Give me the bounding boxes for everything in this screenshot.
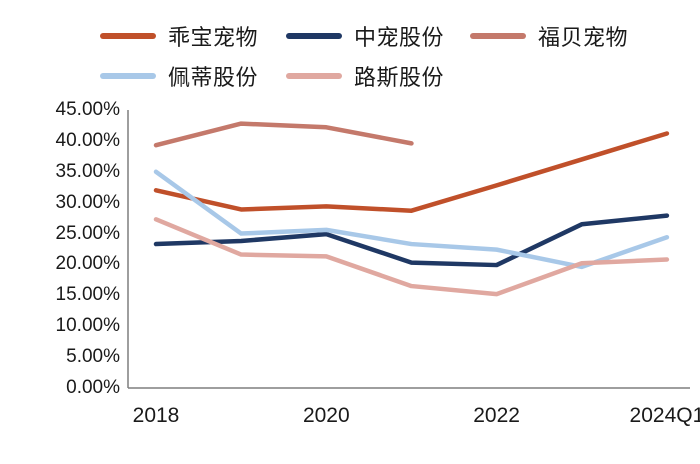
y-tick-label: 40.00%	[55, 129, 120, 151]
y-axis-labels: 0.00% 5.00% 10.00% 15.00% 20.00% 25.00% 30.00%…	[0, 99, 128, 398]
x-axis-labels: 2018 2020 2022 2024Q1	[0, 388, 700, 448]
x-tick-label: 2022	[473, 404, 520, 427]
series-line-2	[153, 121, 414, 148]
legend-item-2: 福贝宠物	[470, 22, 628, 50]
legend-swatch-3	[100, 73, 156, 79]
series-line-1	[153, 213, 670, 268]
legend-swatch-1	[286, 33, 342, 39]
x-tick-label: 2020	[302, 404, 350, 427]
x-tick-label: 2018	[132, 404, 180, 427]
series-line-4	[153, 217, 670, 297]
series-line-3	[153, 169, 670, 270]
legend-label-0: 乖宝宠物	[168, 25, 259, 50]
series-canvas	[127, 110, 690, 389]
x-tick-label: 2024Q1	[629, 404, 700, 427]
series-line-0	[153, 131, 670, 213]
legend-label-1: 中宠股份	[354, 25, 445, 50]
chart-legend: 乖宝宠物 中宠股份 福贝宠物 佩蒂股份 路斯股份	[0, 22, 700, 100]
y-tick-label: 20.00%	[55, 253, 120, 275]
legend-swatch-2	[470, 33, 526, 39]
legend-item-3: 佩蒂股份	[100, 62, 258, 90]
y-tick-label: 45.00%	[55, 99, 120, 120]
y-tick-label: 10.00%	[55, 315, 120, 337]
data-series-group	[153, 121, 670, 297]
legend-label-4: 路斯股份	[354, 65, 445, 90]
y-tick-label: 30.00%	[55, 191, 120, 213]
axis-lines	[127, 110, 690, 389]
legend-label-2: 福贝宠物	[538, 25, 629, 50]
y-tick-label: 0.00%	[66, 377, 120, 398]
y-tick-label: 5.00%	[66, 346, 120, 368]
legend-item-4: 路斯股份	[286, 62, 444, 90]
y-tick-label: 25.00%	[55, 222, 120, 244]
plot-area: 0.00% 5.00% 10.00% 15.00% 20.00% 25.00% 30.00%…	[0, 99, 700, 427]
legend-swatch-0	[100, 33, 156, 39]
legend-swatch-4	[286, 73, 342, 79]
legend-label-3: 佩蒂股份	[168, 65, 259, 90]
legend-item-1: 中宠股份	[286, 22, 444, 50]
legend-item-0: 乖宝宠物	[100, 22, 258, 50]
y-tick-label: 15.00%	[55, 284, 120, 306]
y-tick-label: 35.00%	[55, 160, 120, 182]
